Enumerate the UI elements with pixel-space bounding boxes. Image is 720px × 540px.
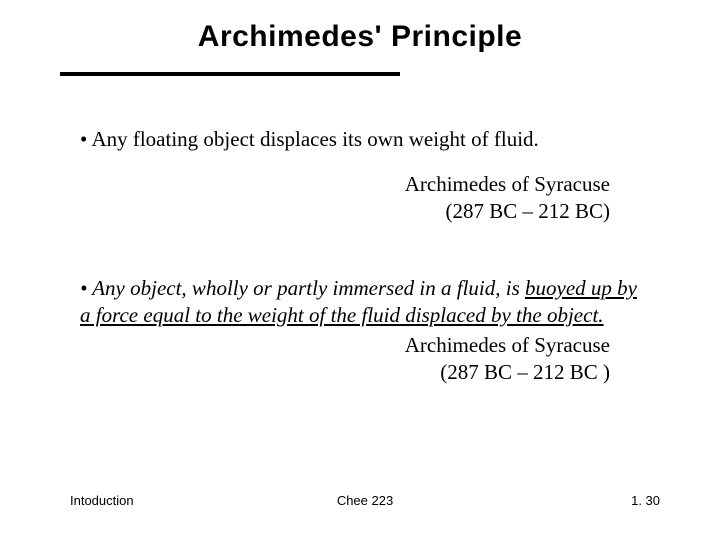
slide: Archimedes' Principle • Any floating obj… (0, 0, 720, 540)
bullet-2-lead: • Any object, wholly or partly immersed … (80, 276, 525, 300)
attribution-2-name: Archimedes of Syracuse (80, 332, 610, 359)
footer-right: 1. 30 (463, 493, 680, 508)
footer: Intoduction Chee 223 1. 30 (30, 493, 690, 520)
attribution-1-name: Archimedes of Syracuse (80, 171, 610, 198)
content-area: • Any floating object displaces its own … (30, 76, 690, 493)
footer-center: Chee 223 (267, 493, 464, 508)
attribution-1-dates: (287 BC – 212 BC) (80, 198, 610, 225)
attribution-2-dates: (287 BC – 212 BC ) (80, 359, 610, 386)
bullet-1: • Any floating object displaces its own … (80, 126, 650, 153)
page-title: Archimedes' Principle (30, 20, 690, 54)
attribution-1: Archimedes of Syracuse (287 BC – 212 BC) (80, 171, 650, 225)
attribution-2: Archimedes of Syracuse (287 BC – 212 BC … (80, 332, 650, 386)
bullet-2: • Any object, wholly or partly immersed … (80, 275, 650, 329)
footer-left: Intoduction (70, 493, 267, 508)
title-block: Archimedes' Principle (30, 20, 690, 54)
